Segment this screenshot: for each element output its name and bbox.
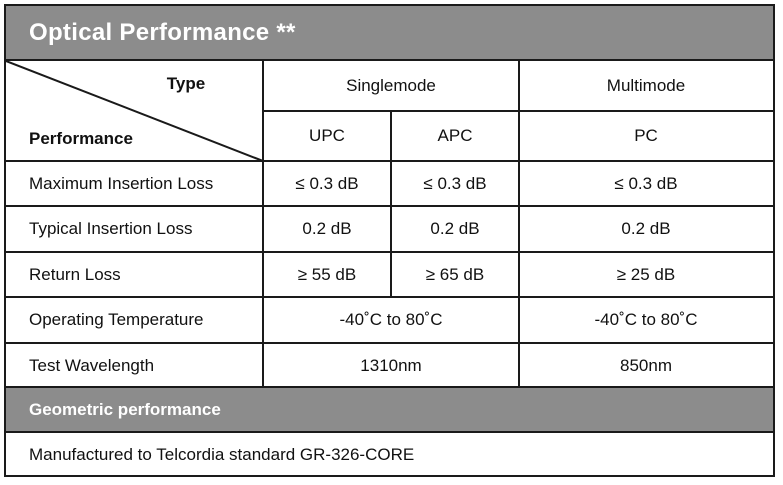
singlemode-header: Singlemode	[346, 76, 436, 95]
table-cell: 850nm	[620, 355, 672, 375]
pc-header: PC	[634, 126, 658, 145]
grid-line	[6, 205, 773, 207]
table-cell: -40˚C to 80˚C	[339, 310, 443, 329]
apc-header: APC	[437, 126, 473, 145]
row-label: Operating Temperature	[29, 310, 204, 329]
row-label: Test Wavelength	[29, 355, 155, 375]
performance-label: Performance	[29, 129, 133, 148]
grid-line	[390, 111, 392, 297]
type-label: Type	[166, 74, 206, 93]
grid-line	[6, 296, 773, 298]
table-cell: -40˚C to 80˚C	[594, 310, 698, 329]
optical-performance-table: Type Performance Singlemode Multimode UP…	[6, 61, 773, 388]
table-cell: 1310nm	[360, 355, 422, 375]
row-label: Typical Insertion Loss	[29, 219, 193, 238]
table-cell: 0.2 dB	[621, 219, 671, 238]
row-label: Maximum Insertion Loss	[29, 173, 214, 193]
geometric-note: Manufactured to Telcordia standard GR-32…	[29, 445, 415, 464]
multimode-header: Multimode	[606, 76, 686, 95]
geometric-performance-header: Geometric performance	[6, 386, 773, 433]
grid-line	[518, 61, 520, 388]
grid-line	[6, 160, 773, 162]
table-cell: ≥ 65 dB	[425, 264, 485, 284]
spec-table-frame: Optical Performance ** Type Performance …	[4, 4, 775, 477]
grid-line	[6, 342, 773, 344]
table-cell: 0.2 dB	[302, 219, 352, 238]
table-cell: ≥ 55 dB	[297, 264, 357, 284]
section-title: Optical Performance **	[29, 19, 296, 46]
row-label: Return Loss	[29, 264, 121, 284]
geometric-heading: Geometric performance	[29, 400, 221, 419]
optical-performance-header: Optical Performance **	[6, 6, 773, 61]
table-cell: ≤ 0.3 dB	[295, 173, 359, 193]
header-diagonal-line	[6, 61, 263, 162]
table-cell: ≤ 0.3 dB	[614, 173, 678, 193]
table-cell: ≥ 25 dB	[616, 264, 676, 284]
upc-header: UPC	[309, 126, 345, 145]
grid-line	[262, 61, 264, 388]
table-cell: ≤ 0.3 dB	[423, 173, 487, 193]
grid-line	[6, 251, 773, 253]
table-cell: 0.2 dB	[430, 219, 480, 238]
